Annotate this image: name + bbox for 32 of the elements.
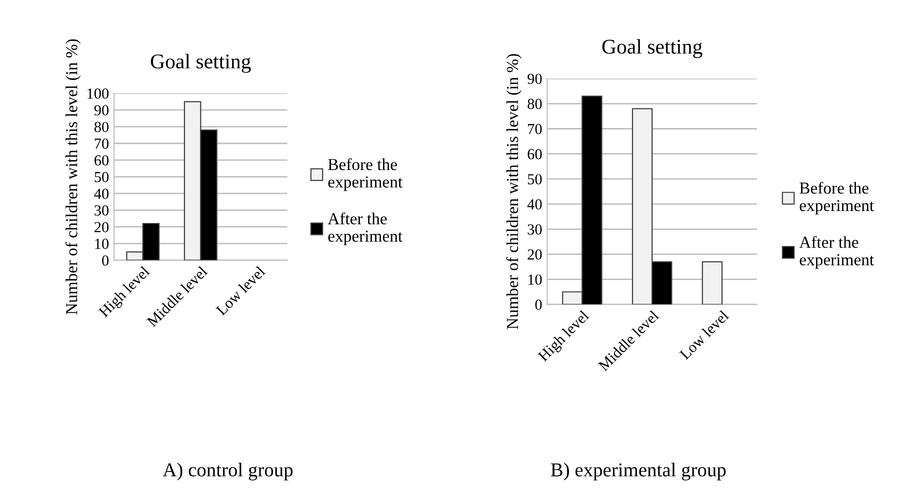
y-tick-label: 0	[102, 255, 109, 266]
y-tick-label: 70	[528, 124, 542, 134]
y-tick-label: 0	[535, 300, 542, 310]
text: B) experimental group	[550, 462, 726, 480]
y-tick-label: 80	[94, 122, 109, 132]
y-tick-label: 50	[528, 174, 542, 184]
bar	[702, 261, 723, 304]
chart-title: Goal setting	[602, 39, 702, 58]
legend-label: After the experiment	[328, 212, 402, 246]
y-tick-label: 50	[94, 172, 109, 182]
y-axis-title: Number of children with this level (in %)	[65, 39, 81, 314]
y-tick-label: 30	[528, 224, 542, 235]
y-tick-label: 60	[528, 148, 542, 160]
y-tick-label: 70	[94, 138, 109, 149]
y-tick-label: 20	[94, 222, 109, 232]
y-tick-label: 40	[94, 188, 109, 199]
text: A) control group	[162, 462, 293, 480]
legend-label: After the experiment	[799, 236, 874, 269]
y-tick-label: 10	[528, 274, 542, 285]
legend-label: Before the experiment	[328, 158, 402, 191]
y-tick-label: 60	[94, 155, 109, 166]
y-tick-label: 90	[94, 105, 109, 116]
y-tick-label: 30	[94, 205, 109, 216]
y-tick-label: 20	[528, 249, 542, 260]
y-tick-label: 100	[88, 88, 109, 99]
y-tick-label: 40	[527, 199, 542, 210]
y-axis-title: Number of children with this level (in %)	[506, 54, 522, 330]
y-tick-label: 90	[528, 74, 542, 84]
chart-title: Goal setting	[150, 54, 251, 73]
y-tick-label: 80	[528, 98, 542, 110]
legend-label: Before the experiment	[800, 182, 874, 215]
y-tick-label: 10	[95, 238, 109, 249]
